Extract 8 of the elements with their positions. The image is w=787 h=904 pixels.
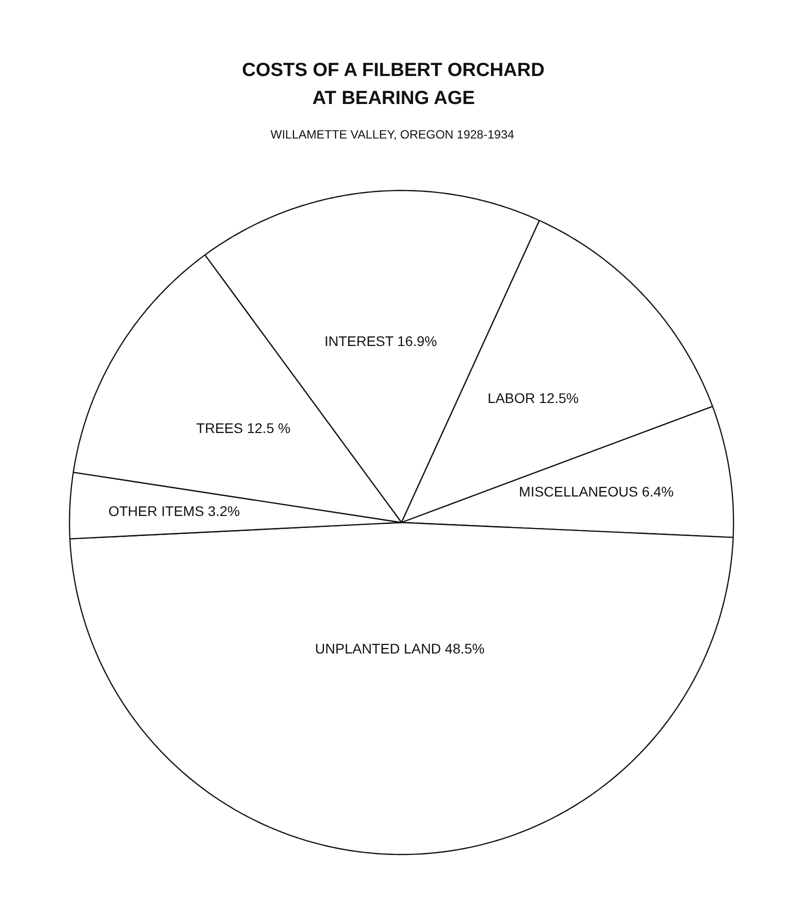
slice-label: LABOR 12.5% (488, 390, 579, 406)
slice-label: UNPLANTED LAND 48.5% (315, 640, 485, 657)
slice-label: INTEREST 16.9% (324, 332, 438, 349)
chart-subtitle: WILLAMETTE VALLEY, OREGON 1928-1934 (270, 128, 514, 142)
chart-title: COSTS OF A FILBERT ORCHARD AT BEARING AGE (242, 60, 545, 109)
slice-label: MISCELLANEOUS 6.4% (518, 484, 674, 500)
slice-label: TREES 12.5 % (196, 420, 290, 436)
slice-label: OTHER ITEMS 3.2% (108, 502, 240, 519)
